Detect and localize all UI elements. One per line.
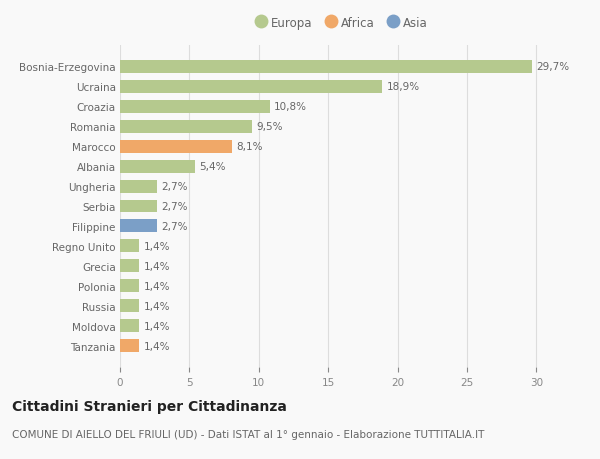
Text: 1,4%: 1,4%	[143, 261, 170, 271]
Bar	[120, 160, 195, 173]
Text: 1,4%: 1,4%	[143, 341, 170, 351]
Bar	[120, 220, 157, 233]
Bar	[120, 61, 532, 73]
Bar	[120, 280, 139, 293]
Text: 10,8%: 10,8%	[274, 102, 307, 112]
Bar	[120, 240, 139, 253]
Bar	[120, 320, 139, 333]
Text: 18,9%: 18,9%	[386, 82, 419, 92]
Legend: Europa, Africa, Asia: Europa, Africa, Asia	[253, 14, 431, 34]
Bar	[120, 200, 157, 213]
Text: 2,7%: 2,7%	[161, 202, 188, 212]
Bar	[120, 340, 139, 353]
Text: COMUNE DI AIELLO DEL FRIULI (UD) - Dati ISTAT al 1° gennaio - Elaborazione TUTTI: COMUNE DI AIELLO DEL FRIULI (UD) - Dati …	[12, 429, 484, 439]
Bar	[120, 180, 157, 193]
Bar	[120, 80, 382, 93]
Bar	[120, 101, 270, 113]
Bar	[120, 260, 139, 273]
Text: 29,7%: 29,7%	[536, 62, 569, 72]
Bar	[120, 120, 252, 133]
Text: 5,4%: 5,4%	[199, 162, 226, 172]
Text: 2,7%: 2,7%	[161, 222, 188, 231]
Bar	[120, 300, 139, 313]
Text: 1,4%: 1,4%	[143, 241, 170, 252]
Text: 2,7%: 2,7%	[161, 182, 188, 191]
Text: 8,1%: 8,1%	[236, 142, 263, 152]
Text: 1,4%: 1,4%	[143, 281, 170, 291]
Bar	[120, 140, 232, 153]
Text: Cittadini Stranieri per Cittadinanza: Cittadini Stranieri per Cittadinanza	[12, 399, 287, 413]
Text: 1,4%: 1,4%	[143, 301, 170, 311]
Text: 1,4%: 1,4%	[143, 321, 170, 331]
Text: 9,5%: 9,5%	[256, 122, 283, 132]
